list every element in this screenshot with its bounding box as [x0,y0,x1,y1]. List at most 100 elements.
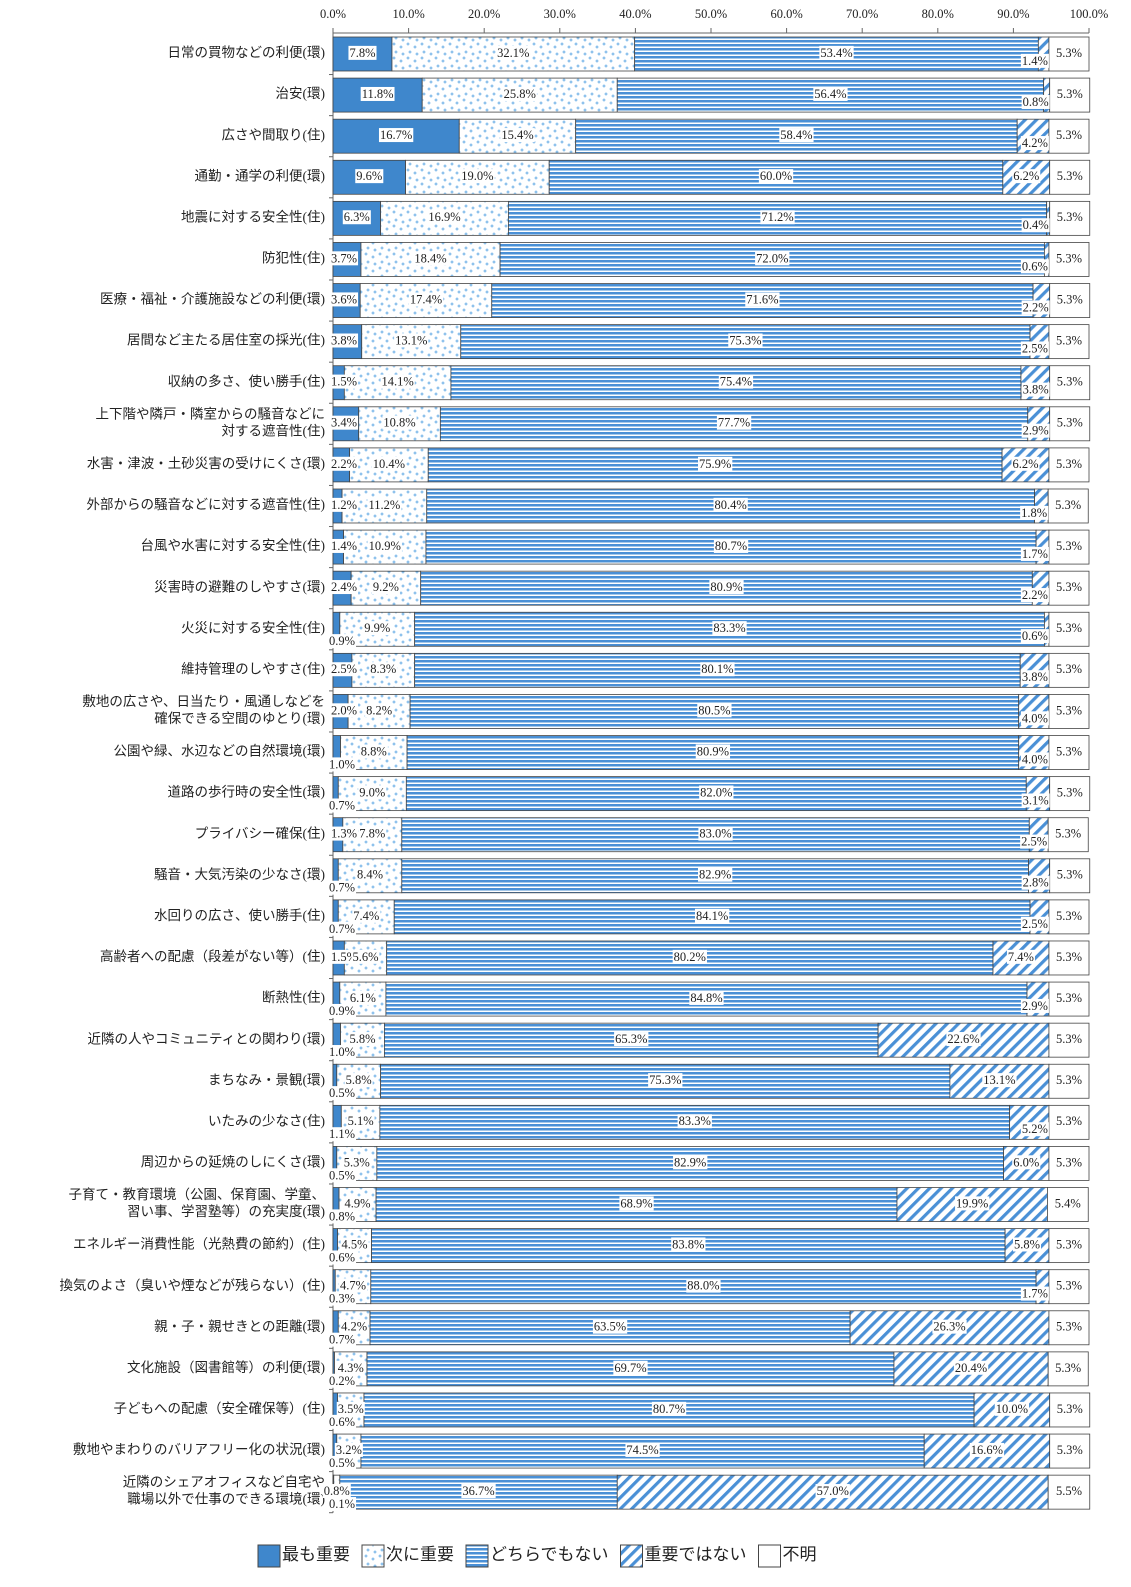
value-label: 5.3% [1056,744,1082,758]
category-label: 防犯性(住) [262,251,325,266]
value-label: 0.3% [329,1292,355,1306]
label-background [1021,300,1050,315]
label-background [358,826,387,841]
category-label: いたみの少なさ(住) [208,1113,325,1128]
value-label: 84.8% [690,991,722,1005]
value-label: 69.7% [614,1361,646,1375]
label-background [1054,621,1083,636]
label-background [340,1319,369,1334]
label-background [342,210,371,225]
label-background [359,744,388,759]
value-label: 10.4% [373,457,405,471]
label-background [695,744,731,759]
value-label: 5.3% [1056,251,1082,265]
legend-swatch [257,1544,281,1568]
value-label: 6.2% [1012,457,1038,471]
category-label: 居間など主たる居住室の採光(住) [127,332,325,348]
value-label: 2.0% [331,703,357,717]
value-label: 7.4% [353,909,379,923]
label-background [982,1073,1017,1088]
value-label: 19.0% [461,169,493,183]
value-label: 25.8% [504,87,536,101]
value-label: 15.4% [501,128,533,142]
value-label: 58.4% [780,128,812,142]
label-background [336,1360,365,1375]
value-label: 5.3% [1057,375,1083,389]
value-label: 8.2% [366,703,392,717]
label-background [367,497,402,512]
label-background [932,1319,967,1334]
label-background [378,128,414,143]
value-label: 0.7% [329,1333,355,1347]
label-background [1020,998,1049,1013]
label-background [330,949,359,964]
label-background [348,990,377,1005]
label-background [1055,292,1084,307]
label-background [358,785,387,800]
category-label: 上下階や隣戸・隣室からの騒音などに対する遮音性(住) [96,405,326,438]
value-label: 2.9% [1022,999,1048,1013]
value-label: 1.4% [331,539,357,553]
value-label: 5.3% [1055,827,1081,841]
label-background [698,867,733,882]
value-label: 0.8% [329,1209,355,1223]
category-label: 敷地の広さや、日当たり・風通しなどを確保できる空間のゆとり(環) [82,694,325,726]
label-background [394,333,429,348]
label-background [953,1360,989,1375]
label-background [330,538,359,553]
legend-label: どちらでもない [490,1545,609,1564]
value-label: 83.3% [713,621,745,635]
value-label: 80.5% [698,703,730,717]
category-label: プライバシー確保(住) [195,826,325,841]
value-label: 17.4% [410,292,442,306]
label-background [328,634,357,649]
label-background [348,45,377,60]
value-label: 80.7% [715,539,747,553]
label-background [363,621,392,636]
label-background [328,1250,357,1265]
value-label: 1.2% [331,498,357,512]
label-background [697,703,732,718]
value-label: 5.3% [344,1155,370,1169]
value-label: 1.8% [1021,506,1047,520]
x-tick-label: 50.0% [695,7,727,21]
label-background [760,210,795,225]
label-background [1021,218,1050,233]
category-label: 水回りの広さ、使い勝手(住) [154,907,325,923]
legend-label: 重要ではない [645,1545,747,1564]
legend-label: 最も重要 [282,1545,350,1564]
value-label: 0.1% [329,1497,355,1511]
label-background [1054,580,1083,595]
label-background [1012,1155,1041,1170]
label-background [1055,1442,1084,1457]
category-label: 親・子・親せきとの距離(環) [154,1319,325,1334]
value-label: 2.2% [331,457,357,471]
value-label: 5.3% [1056,950,1082,964]
x-tick-label: 10.0% [392,7,424,21]
value-label: 5.3% [1057,87,1083,101]
label-background [648,1073,683,1088]
value-label: 16.6% [971,1443,1003,1457]
value-label: 3.8% [1022,670,1048,684]
value-label: 80.1% [701,662,733,676]
x-tick-label: 60.0% [770,7,802,21]
label-background [330,251,359,266]
value-label: 13.1% [983,1073,1015,1087]
category-label: 断熱性(住) [262,990,325,1005]
bar-segment [1001,447,1050,483]
value-label: 5.2% [1022,1122,1048,1136]
value-label: 4.0% [1022,711,1048,725]
label-background [1020,53,1049,68]
value-label: 5.3% [1056,1114,1082,1128]
value-label: 0.6% [329,1250,355,1264]
label-background [614,1032,649,1047]
value-label: 5.3% [1056,909,1082,923]
value-label: 2.9% [1023,424,1049,438]
value-label: 5.3% [1056,662,1082,676]
value-label: 10.9% [369,539,401,553]
value-label: 4.2% [341,1320,367,1334]
value-label: 5.3% [1057,292,1083,306]
label-background [651,1401,687,1416]
category-label: 水害・津波・土砂災害の受けにくさ(環) [87,456,325,471]
